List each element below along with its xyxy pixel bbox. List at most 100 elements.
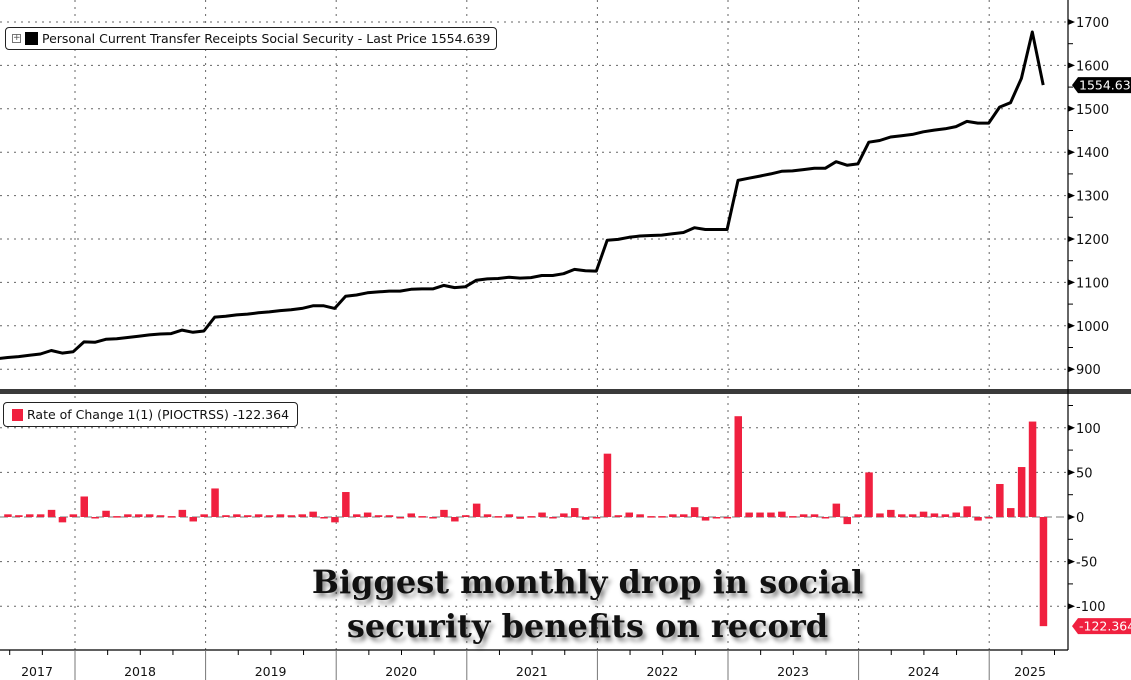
last-price-tag: 1554.639 bbox=[1079, 78, 1131, 93]
roc-bar bbox=[91, 517, 99, 519]
y-tick-top bbox=[1068, 62, 1075, 69]
y-tick-label-bottom: -100 bbox=[1076, 600, 1106, 615]
roc-bar bbox=[124, 514, 132, 517]
y-tick-top bbox=[1068, 19, 1075, 25]
y-tick-top bbox=[1068, 149, 1075, 156]
roc-bar bbox=[265, 515, 274, 517]
y-tick-label-top: 1700 bbox=[1076, 16, 1109, 31]
y-tick-bottom bbox=[1068, 469, 1075, 476]
roc-bar bbox=[36, 514, 45, 517]
roc-bar bbox=[244, 515, 252, 517]
roc-bar bbox=[58, 517, 67, 523]
roc-bar bbox=[320, 517, 328, 519]
annotation: Biggest monthly drop in social security … bbox=[300, 560, 875, 648]
roc-bar bbox=[592, 517, 601, 519]
roc-bar bbox=[756, 512, 764, 517]
y-tick-bottom bbox=[1068, 424, 1075, 431]
roc-bar bbox=[494, 516, 503, 518]
roc-bar bbox=[854, 514, 862, 517]
last-price-tag-bg bbox=[1072, 77, 1131, 94]
roc-bar bbox=[690, 507, 699, 517]
roc-bar bbox=[723, 517, 732, 519]
x-tick-label: 2023 bbox=[777, 664, 809, 679]
y-tick-label-bottom: 100 bbox=[1076, 422, 1101, 437]
x-tick-label: 2021 bbox=[516, 664, 548, 679]
y-tick-label-top: 1000 bbox=[1076, 320, 1109, 335]
roc-bar bbox=[211, 488, 219, 517]
y-tick-label-top: 1500 bbox=[1076, 103, 1109, 118]
top-legend: + Personal Current Transfer Receipts Soc… bbox=[5, 27, 498, 50]
roc-bar bbox=[876, 513, 884, 517]
roc-bar bbox=[483, 514, 492, 517]
y-tick-bottom bbox=[1068, 514, 1075, 520]
x-tick-label: 2025 bbox=[1014, 664, 1046, 679]
roc-bar bbox=[669, 514, 677, 517]
y-tick-top bbox=[1068, 192, 1075, 199]
roc-bar bbox=[636, 514, 644, 517]
y-tick-label-top: 1400 bbox=[1076, 146, 1109, 161]
roc-bar bbox=[47, 509, 56, 517]
y-tick-top bbox=[1068, 366, 1075, 373]
roc-bar bbox=[527, 516, 535, 518]
roc-bar bbox=[549, 517, 557, 519]
y-tick-label-top: 1100 bbox=[1076, 276, 1109, 291]
roc-bar bbox=[1028, 421, 1037, 517]
roc-bar bbox=[810, 514, 819, 517]
roc-bar bbox=[80, 496, 88, 517]
roc-bar bbox=[734, 416, 742, 517]
x-tick-label: 2017 bbox=[21, 664, 53, 679]
roc-bar bbox=[963, 506, 971, 517]
annotation-line-1: Biggest monthly drop in social bbox=[311, 563, 864, 601]
y-tick-label-bottom: 50 bbox=[1076, 466, 1093, 481]
roc-bar bbox=[156, 515, 165, 517]
roc-bar bbox=[985, 517, 993, 519]
roc-bar bbox=[145, 514, 154, 517]
roc-bar bbox=[222, 515, 230, 517]
roc-bar bbox=[113, 516, 121, 518]
roc-bar bbox=[287, 515, 296, 517]
legend-swatch-bar bbox=[12, 408, 23, 421]
top-legend-label: Personal Current Transfer Receipts Socia… bbox=[42, 31, 491, 46]
x-tick-label: 2022 bbox=[646, 664, 678, 679]
x-tick-label: 2020 bbox=[385, 664, 417, 679]
roc-bar bbox=[276, 514, 285, 517]
last-roc-tag: -122.364 bbox=[1079, 619, 1131, 634]
roc-bar bbox=[767, 512, 775, 517]
roc-bar bbox=[625, 512, 633, 517]
roc-bar bbox=[440, 509, 448, 517]
y-tick-label-top: 1200 bbox=[1076, 233, 1109, 248]
panel-separator bbox=[0, 389, 1131, 394]
roc-bar bbox=[309, 511, 317, 517]
roc-bar bbox=[342, 492, 350, 517]
roc-bar bbox=[331, 517, 339, 523]
y-tick-label-bottom: -50 bbox=[1076, 556, 1097, 571]
y-tick-top bbox=[1068, 279, 1075, 286]
roc-bar bbox=[974, 517, 982, 521]
roc-bar bbox=[712, 517, 721, 519]
roc-bar bbox=[462, 515, 470, 517]
roc-bar bbox=[298, 514, 306, 517]
y-tick-label-top: 900 bbox=[1076, 363, 1101, 378]
series-line bbox=[0, 30, 1045, 360]
roc-bar bbox=[516, 517, 524, 519]
roc-bar bbox=[167, 516, 176, 518]
roc-bar bbox=[396, 517, 405, 519]
roc-bar bbox=[102, 510, 110, 517]
roc-bar bbox=[832, 503, 841, 517]
roc-bar bbox=[843, 517, 851, 525]
roc-bar bbox=[647, 516, 655, 518]
y-tick-bottom bbox=[1068, 558, 1075, 565]
roc-bar bbox=[353, 514, 361, 517]
roc-bar bbox=[799, 514, 808, 517]
roc-bar bbox=[603, 453, 612, 517]
y-tick-label-top: 1600 bbox=[1076, 59, 1109, 74]
roc-bar bbox=[821, 517, 830, 519]
roc-bar bbox=[581, 517, 590, 520]
roc-bar bbox=[680, 514, 688, 517]
x-tick-label: 2024 bbox=[908, 664, 940, 679]
roc-bar bbox=[908, 514, 917, 517]
roc-bar bbox=[135, 514, 143, 517]
roc-bar bbox=[789, 516, 797, 518]
roc-bar bbox=[930, 513, 939, 517]
expand-icon[interactable]: + bbox=[12, 33, 21, 43]
